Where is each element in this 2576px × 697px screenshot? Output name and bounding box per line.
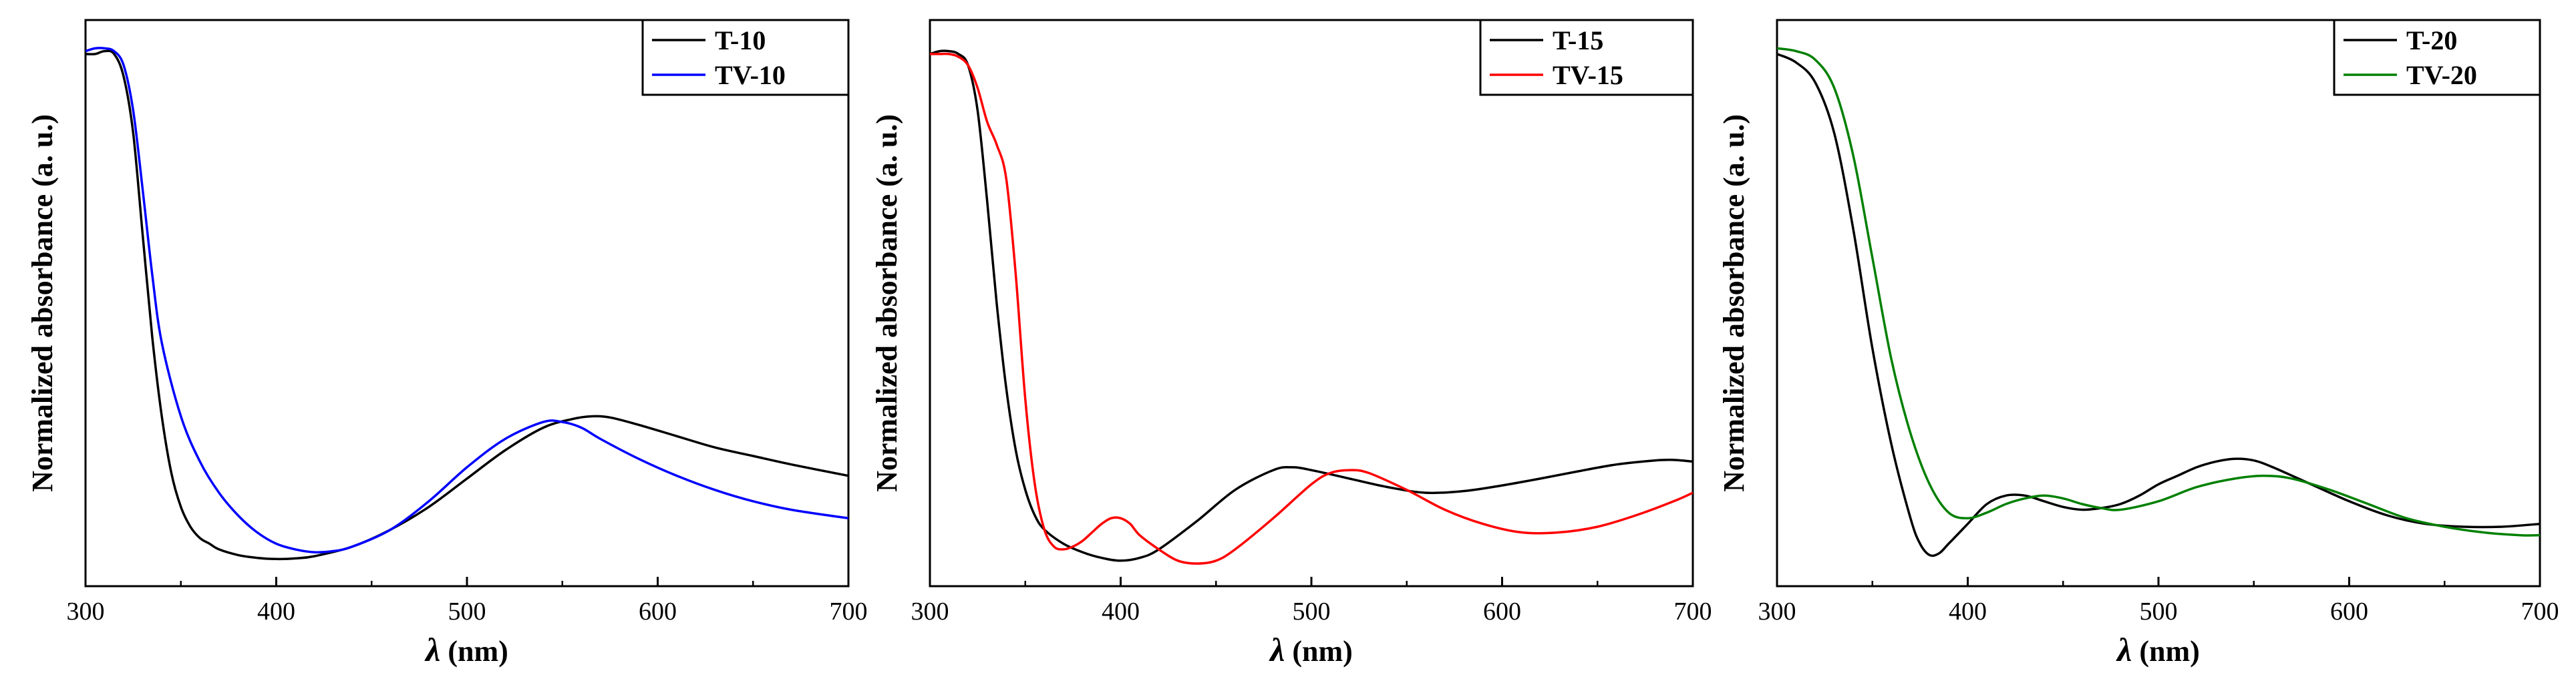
series-group (930, 49, 1693, 565)
series-line-tv-20 (1777, 47, 2540, 537)
legend-label: TV-15 (1553, 60, 1623, 90)
x-axis-unit: (nm) (440, 635, 508, 668)
y-axis-label: Normalized absorbance (a. u.) (870, 114, 903, 492)
y-axis-label: Normalized absorbance (a. u.) (26, 114, 59, 492)
x-tick-label: 400 (257, 598, 295, 626)
x-tick-label: 600 (2330, 598, 2368, 626)
legend-label: T-20 (2406, 25, 2457, 55)
legend-label: T-10 (715, 25, 766, 55)
x-tick-label: 500 (448, 598, 486, 626)
y-axis-label: Normalized absorbance (a. u.) (1718, 114, 1750, 492)
legend-box (2333, 19, 2541, 96)
x-tick-label: 300 (67, 598, 105, 626)
legend: T-20 TV-20 (2333, 19, 2541, 96)
x-tick-label: 700 (830, 598, 868, 626)
chart-panel-2: 300 400 500 600 700 λ (nm) Normalized absorban… (870, 19, 1712, 668)
legend-label: T-15 (1553, 25, 1603, 55)
x-axis-label: λ (nm) (1269, 631, 1353, 668)
series-line-tv-15 (930, 52, 1693, 565)
plot-frame (84, 19, 850, 588)
chart-panel-3: 300 400 500 600 700 λ (nm) Normalized absorban… (1718, 19, 2559, 668)
x-axis-variable: λ (424, 631, 440, 668)
series-group (86, 47, 848, 561)
x-tick-label: 600 (639, 598, 677, 626)
x-tick-label: 300 (911, 598, 949, 626)
legend: T-10 TV-10 (641, 19, 850, 96)
legend-label: TV-10 (715, 60, 786, 90)
legend-box (1479, 19, 1694, 96)
x-axis-label: λ (nm) (424, 631, 508, 668)
series-line-t-15 (930, 49, 1693, 562)
series-line-tv-10 (86, 47, 848, 553)
x-axis-variable: λ (2116, 631, 2132, 668)
x-tick-label: 400 (1949, 598, 1987, 626)
series-line-t-20 (1777, 53, 2540, 557)
x-tick-label: 300 (1758, 598, 1796, 626)
x-axis-unit: (nm) (2132, 635, 2199, 668)
chart-panel-1: 300 400 500 600 700 λ (nm) Normalized absorban… (26, 19, 868, 668)
legend: T-15 TV-15 (1479, 19, 1694, 96)
x-axis-label: λ (nm) (2116, 631, 2200, 668)
x-tick-label: 500 (2140, 598, 2178, 626)
x-tick-label: 500 (1293, 598, 1331, 626)
x-tick-label: 400 (1102, 598, 1140, 626)
x-tick-label: 600 (1483, 598, 1521, 626)
x-axis-variable: λ (1269, 631, 1285, 668)
x-tick-label: 700 (1674, 598, 1712, 626)
series-group (1777, 47, 2540, 557)
x-axis-unit: (nm) (1285, 635, 1352, 668)
legend-box (641, 19, 850, 96)
legend-label: TV-20 (2406, 60, 2477, 90)
series-line-t-10 (86, 49, 848, 561)
x-tick-label: 700 (2521, 598, 2559, 626)
plot-frame (929, 19, 1694, 588)
